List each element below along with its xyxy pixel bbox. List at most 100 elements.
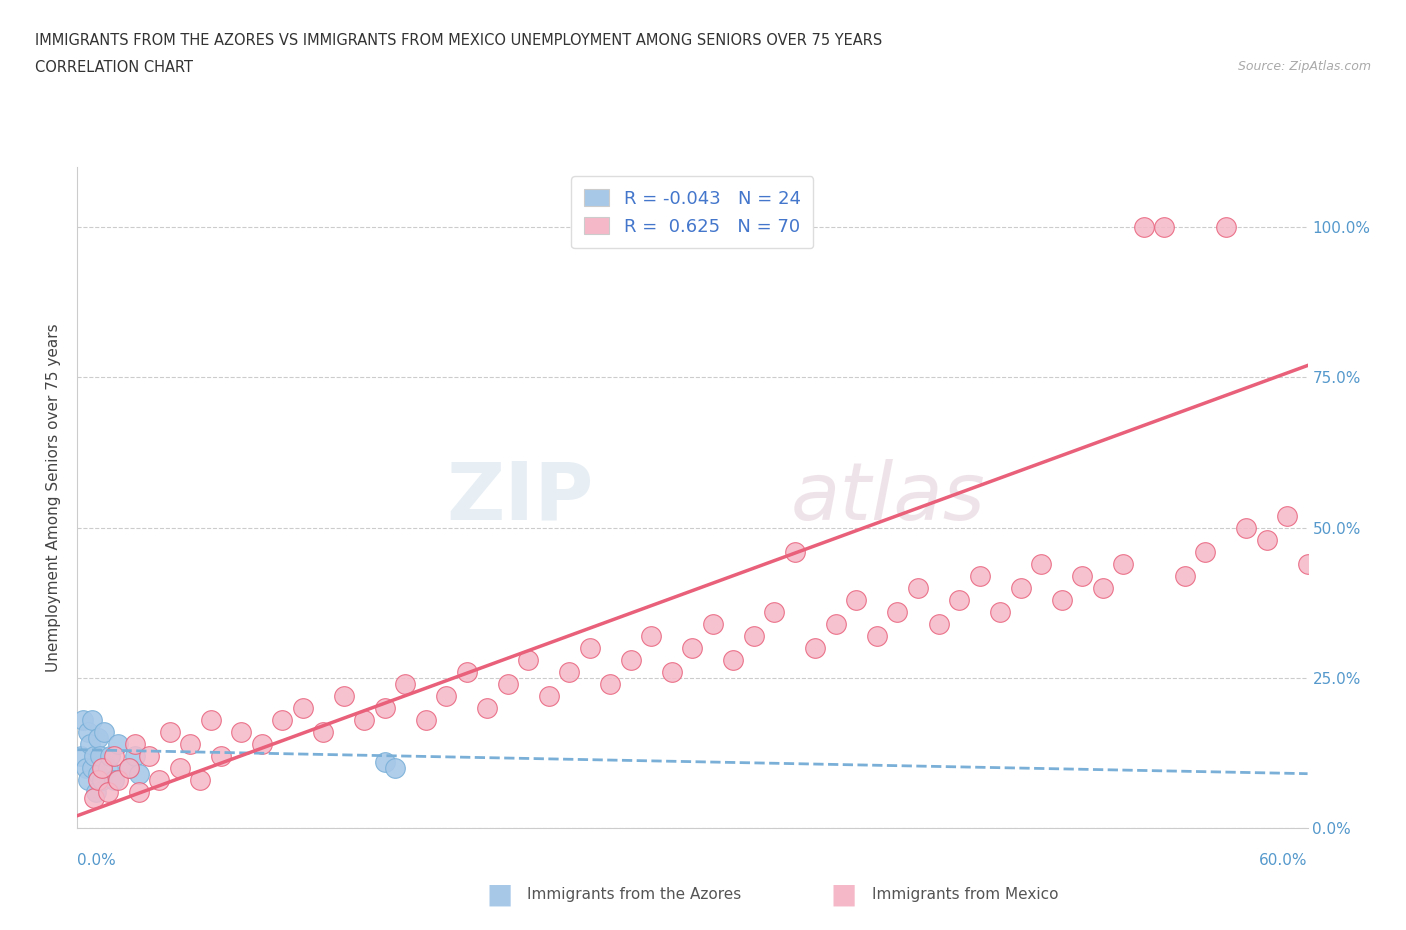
Point	[1256, 532, 1278, 547]
Point	[640, 628, 662, 643]
Point	[436, 688, 458, 703]
Point	[76, 724, 98, 739]
Point	[87, 772, 110, 787]
Point	[90, 772, 114, 787]
Point	[179, 737, 201, 751]
Text: 60.0%: 60.0%	[1260, 853, 1308, 868]
Point	[825, 617, 848, 631]
Point	[579, 640, 602, 655]
Text: 0.0%: 0.0%	[77, 853, 117, 868]
Point	[209, 749, 232, 764]
Point	[333, 688, 356, 703]
Point	[169, 760, 191, 775]
Point	[80, 712, 103, 727]
Point	[128, 784, 150, 799]
Point	[117, 760, 139, 775]
Point	[804, 640, 827, 655]
Point	[1071, 568, 1094, 583]
Point	[1153, 220, 1175, 235]
Point	[87, 730, 110, 745]
Point	[1275, 508, 1298, 523]
Point	[907, 580, 929, 595]
Point	[128, 766, 150, 781]
Point	[723, 652, 745, 667]
Point	[1194, 544, 1216, 559]
Point	[72, 712, 94, 727]
Point	[231, 724, 253, 739]
Point	[76, 772, 98, 787]
Point	[517, 652, 540, 667]
Text: ■: ■	[486, 881, 512, 909]
Point	[374, 700, 396, 715]
Point	[1112, 556, 1135, 571]
Point	[90, 760, 114, 775]
Point	[558, 664, 581, 679]
Point	[124, 749, 146, 764]
Point	[661, 664, 683, 679]
Point	[70, 749, 93, 764]
Point	[496, 676, 519, 691]
Point	[103, 749, 125, 764]
Text: IMMIGRANTS FROM THE AZORES VS IMMIGRANTS FROM MEXICO UNEMPLOYMENT AMONG SENIORS : IMMIGRANTS FROM THE AZORES VS IMMIGRANTS…	[35, 33, 883, 47]
Point	[159, 724, 181, 739]
Point	[353, 712, 375, 727]
Point	[1091, 580, 1114, 595]
Point	[79, 737, 101, 751]
Point	[415, 712, 437, 727]
Point	[682, 640, 704, 655]
Point	[620, 652, 643, 667]
Point	[1050, 592, 1073, 607]
Point	[742, 628, 765, 643]
Point	[1010, 580, 1032, 595]
Point	[97, 760, 120, 775]
Point	[89, 749, 111, 764]
Point	[1029, 556, 1052, 571]
Point	[599, 676, 621, 691]
Point	[866, 628, 889, 643]
Point	[124, 737, 146, 751]
Point	[83, 790, 105, 805]
Point	[200, 712, 222, 727]
Point	[1234, 520, 1257, 535]
Point	[93, 724, 115, 739]
Point	[148, 772, 170, 787]
Text: ZIP: ZIP	[447, 458, 595, 537]
Y-axis label: Unemployment Among Seniors over 75 years: Unemployment Among Seniors over 75 years	[46, 324, 62, 671]
Point	[312, 724, 335, 739]
Point	[291, 700, 314, 715]
Point	[374, 754, 396, 769]
Point	[75, 760, 97, 775]
Point	[1174, 568, 1197, 583]
Point	[250, 737, 273, 751]
Point	[97, 784, 120, 799]
Text: CORRELATION CHART: CORRELATION CHART	[35, 60, 193, 75]
Point	[928, 617, 950, 631]
Point	[138, 749, 160, 764]
Point	[87, 766, 110, 781]
Point	[537, 688, 560, 703]
Point	[1132, 220, 1154, 235]
Point	[117, 760, 139, 775]
Text: Source: ZipAtlas.com: Source: ZipAtlas.com	[1237, 60, 1371, 73]
Point	[394, 676, 416, 691]
Point	[107, 737, 129, 751]
Point	[271, 712, 294, 727]
Point	[477, 700, 499, 715]
Point	[84, 784, 107, 799]
Point	[948, 592, 970, 607]
Point	[384, 760, 406, 775]
Point	[103, 772, 125, 787]
Point	[845, 592, 868, 607]
Point	[83, 749, 105, 764]
Text: ■: ■	[831, 881, 856, 909]
Point	[763, 604, 786, 619]
Point	[80, 760, 103, 775]
Point	[1215, 220, 1237, 235]
Legend: R = -0.043   N = 24, R =  0.625   N = 70: R = -0.043 N = 24, R = 0.625 N = 70	[571, 177, 814, 248]
Point	[969, 568, 991, 583]
Point	[1296, 556, 1319, 571]
Point	[702, 617, 724, 631]
Point	[188, 772, 212, 787]
Point	[783, 544, 806, 559]
Point	[886, 604, 908, 619]
